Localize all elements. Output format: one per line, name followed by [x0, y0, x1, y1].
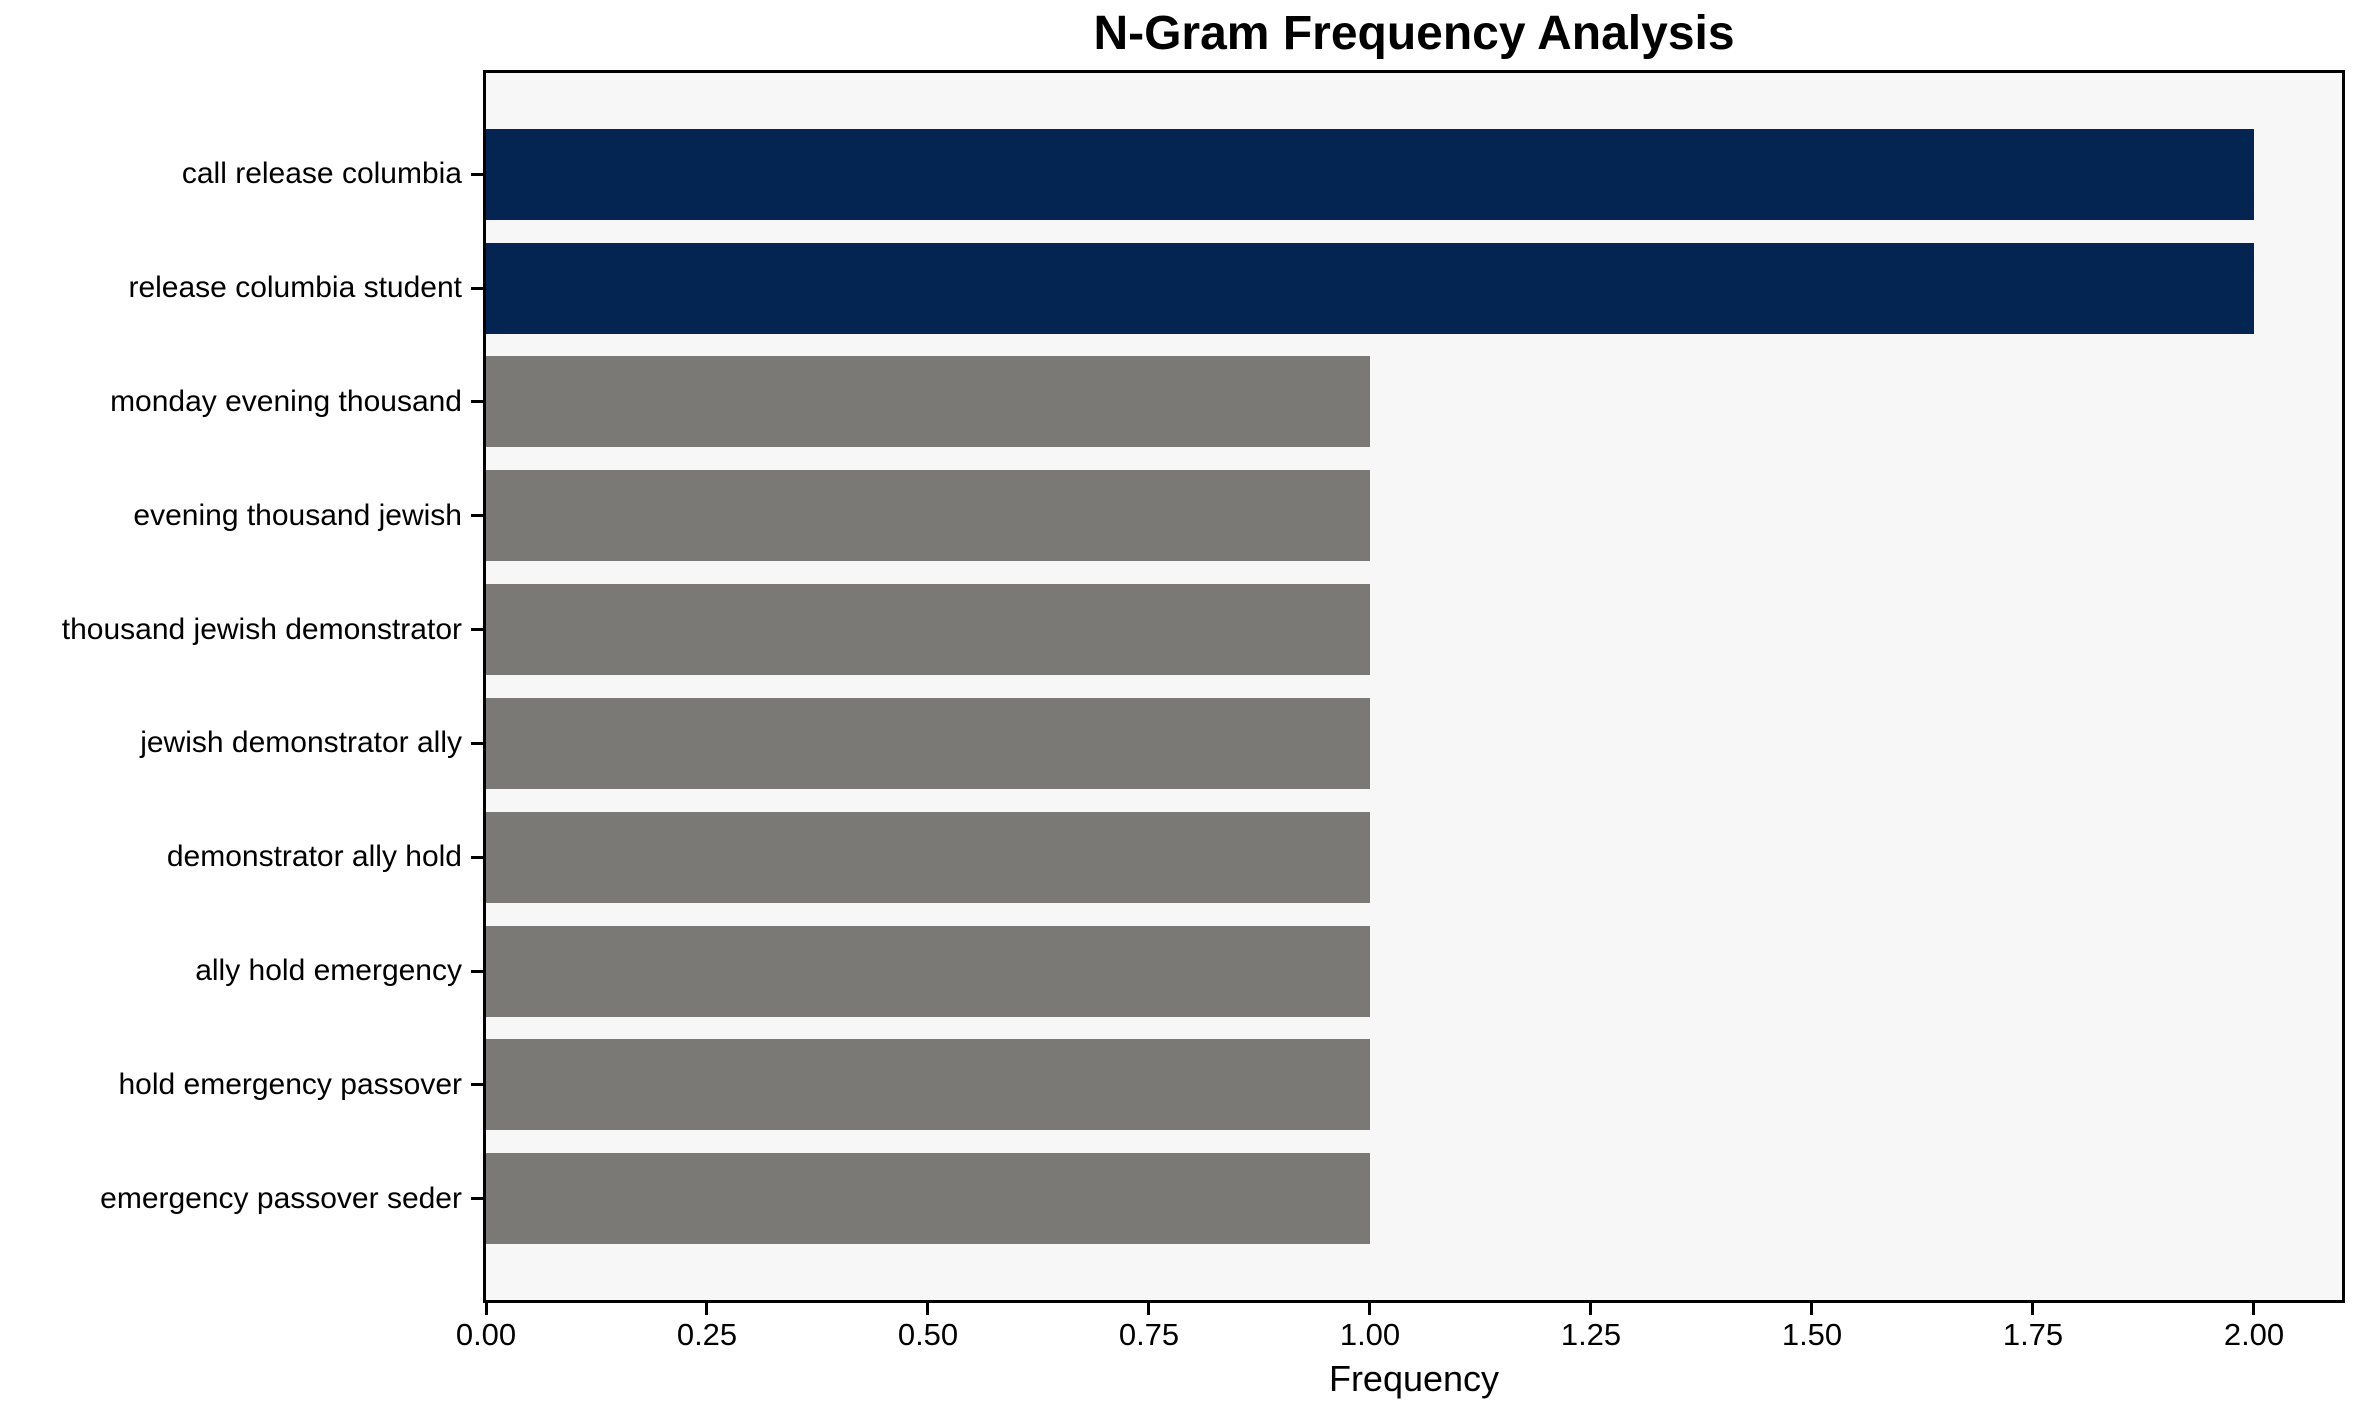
y-tick-label: demonstrator ally hold	[166, 840, 462, 873]
x-tick-mark	[2252, 1303, 2255, 1315]
y-tick-mark	[471, 173, 483, 176]
y-tick-label: monday evening thousand	[110, 385, 462, 418]
y-tick-label: thousand jewish demonstrator	[61, 613, 462, 646]
bar-jewish-demonstrator-ally	[486, 698, 1370, 789]
bar-call-release-columbia	[486, 129, 2254, 220]
y-tick-label: ally hold emergency	[195, 954, 462, 987]
y-tick-mark	[471, 514, 483, 517]
y-tick-label: call release columbia	[181, 157, 462, 190]
bar-ally-hold-emergency	[486, 926, 1370, 1017]
y-tick-mark	[471, 742, 483, 745]
x-tick-label: 0.75	[1118, 1317, 1180, 1352]
y-tick-mark	[471, 400, 483, 403]
plot-area	[483, 70, 2345, 1303]
bar-evening-thousand-jewish	[486, 470, 1370, 561]
x-tick-label: 1.75	[2002, 1317, 2064, 1352]
chart-title: N-Gram Frequency Analysis	[1093, 7, 1735, 60]
y-tick-mark	[471, 628, 483, 631]
y-tick-mark	[471, 1083, 483, 1086]
x-tick-mark	[926, 1303, 929, 1315]
bar-emergency-passover-seder	[486, 1153, 1370, 1244]
x-tick-label: 1.25	[1560, 1317, 1622, 1352]
bar-monday-evening-thousand	[486, 356, 1370, 447]
x-tick-label: 0.00	[455, 1317, 517, 1352]
y-tick-label: emergency passover seder	[100, 1182, 462, 1215]
y-tick-mark	[471, 287, 483, 290]
bar-demonstrator-ally-hold	[486, 812, 1370, 903]
bar-release-columbia-student	[486, 243, 2254, 334]
x-tick-mark	[1589, 1303, 1592, 1315]
x-tick-mark	[1810, 1303, 1813, 1315]
x-tick-label: 0.25	[676, 1317, 738, 1352]
x-tick-label: 0.50	[897, 1317, 959, 1352]
y-tick-label: evening thousand jewish	[133, 499, 462, 532]
x-tick-mark	[1147, 1303, 1150, 1315]
y-tick-label: jewish demonstrator ally	[140, 726, 462, 759]
x-tick-label: 1.50	[1781, 1317, 1843, 1352]
y-tick-label: release columbia student	[128, 271, 462, 304]
y-tick-label: hold emergency passover	[118, 1068, 462, 1101]
bar-hold-emergency-passover	[486, 1039, 1370, 1130]
y-tick-mark	[471, 1197, 483, 1200]
y-tick-mark	[471, 856, 483, 859]
x-axis-label: Frequency	[1328, 1358, 1500, 1399]
x-tick-mark	[705, 1303, 708, 1315]
y-tick-mark	[471, 970, 483, 973]
x-tick-label: 2.00	[2223, 1317, 2285, 1352]
x-tick-mark	[1368, 1303, 1371, 1315]
x-tick-label: 1.00	[1339, 1317, 1401, 1352]
x-tick-mark	[2031, 1303, 2034, 1315]
bar-thousand-jewish-demonstrator	[486, 584, 1370, 675]
x-tick-mark	[485, 1303, 488, 1315]
